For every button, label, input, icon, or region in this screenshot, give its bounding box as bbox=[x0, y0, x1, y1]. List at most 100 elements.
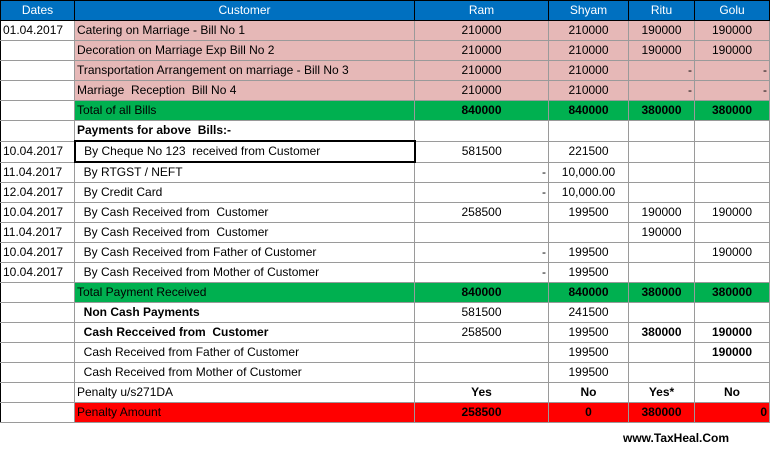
cell-date[interactable]: 11.04.2017 bbox=[0, 222, 75, 243]
header-ritu[interactable]: Ritu bbox=[628, 0, 695, 21]
cell-date[interactable]: 10.04.2017 bbox=[0, 140, 75, 163]
cell-ritu[interactable] bbox=[628, 302, 695, 323]
cell-golu[interactable]: 0 bbox=[694, 402, 770, 423]
header-customer[interactable]: Customer bbox=[74, 0, 415, 21]
cell-date[interactable] bbox=[0, 382, 75, 403]
cell-date[interactable] bbox=[0, 40, 75, 61]
cell-ritu[interactable]: Yes* bbox=[628, 382, 695, 403]
cell-shyam[interactable]: 210000 bbox=[548, 60, 629, 81]
cell-shyam[interactable]: 199500 bbox=[548, 262, 629, 283]
cell-shyam[interactable]: 0 bbox=[548, 402, 629, 423]
cell-shyam[interactable]: 10,000.00 bbox=[548, 161, 629, 183]
cell-customer[interactable]: Payments for above Bills:- bbox=[74, 120, 415, 142]
cell-date[interactable] bbox=[0, 100, 75, 121]
cell-golu[interactable]: 190000 bbox=[694, 342, 770, 363]
cell-ritu[interactable] bbox=[628, 140, 695, 163]
cell-customer[interactable]: By Cash Received from Mother of Customer bbox=[74, 262, 415, 283]
cell-ram[interactable]: 258500 bbox=[414, 202, 549, 223]
cell-ram[interactable]: 258500 bbox=[414, 322, 549, 343]
cell-date[interactable]: 10.04.2017 bbox=[0, 242, 75, 263]
cell-shyam[interactable] bbox=[548, 222, 629, 243]
cell-shyam[interactable]: No bbox=[548, 382, 629, 403]
cell-date[interactable]: 11.04.2017 bbox=[0, 161, 75, 183]
cell-ritu[interactable] bbox=[628, 120, 695, 142]
cell-golu[interactable] bbox=[694, 140, 770, 163]
cell-golu[interactable]: 190000 bbox=[694, 20, 770, 41]
cell-golu[interactable] bbox=[694, 362, 770, 383]
cell-customer[interactable]: Penalty Amount bbox=[74, 402, 415, 423]
cell-date[interactable]: 10.04.2017 bbox=[0, 262, 75, 283]
cell-date[interactable] bbox=[0, 402, 75, 423]
cell-customer[interactable]: By Cash Received from Father of Customer bbox=[74, 242, 415, 263]
cell-ritu[interactable] bbox=[628, 182, 695, 203]
cell-ram[interactable]: - bbox=[414, 161, 549, 183]
cell-date[interactable] bbox=[0, 342, 75, 363]
cell-ritu[interactable] bbox=[628, 262, 695, 283]
cell-customer[interactable]: Non Cash Payments bbox=[74, 302, 415, 323]
cell-shyam[interactable]: 10,000.00 bbox=[548, 182, 629, 203]
cell-ram[interactable] bbox=[414, 120, 549, 142]
cell-ram[interactable]: 210000 bbox=[414, 20, 549, 41]
cell-customer[interactable]: Catering on Marriage - Bill No 1 bbox=[74, 20, 415, 41]
header-golu[interactable]: Golu bbox=[694, 0, 770, 21]
cell-customer[interactable]: Marriage Reception Bill No 4 bbox=[74, 80, 415, 101]
cell-ritu[interactable]: 380000 bbox=[628, 100, 695, 121]
cell-ritu[interactable] bbox=[628, 242, 695, 263]
cell-customer[interactable]: By Cash Received from Customer bbox=[74, 222, 415, 243]
cell-shyam[interactable]: 199500 bbox=[548, 342, 629, 363]
cell-ram[interactable]: 840000 bbox=[414, 100, 549, 121]
cell-shyam[interactable]: 210000 bbox=[548, 40, 629, 61]
cell-ram[interactable]: 210000 bbox=[414, 80, 549, 101]
cell-shyam[interactable]: 221500 bbox=[548, 140, 629, 163]
cell-golu[interactable]: 190000 bbox=[694, 322, 770, 343]
cell-customer[interactable]: Cash Received from Father of Customer bbox=[74, 342, 415, 363]
cell-golu[interactable]: 380000 bbox=[694, 100, 770, 121]
cell-ritu[interactable]: 190000 bbox=[628, 20, 695, 41]
cell-golu[interactable] bbox=[694, 222, 770, 243]
cell-ram[interactable]: 210000 bbox=[414, 40, 549, 61]
cell-golu[interactable] bbox=[694, 120, 770, 142]
cell-ritu[interactable]: - bbox=[628, 60, 695, 81]
header-dates[interactable]: Dates bbox=[0, 0, 75, 21]
cell-date[interactable]: 10.04.2017 bbox=[0, 202, 75, 223]
cell-date[interactable] bbox=[0, 302, 75, 323]
cell-date[interactable] bbox=[0, 60, 75, 81]
cell-shyam[interactable]: 199500 bbox=[548, 202, 629, 223]
cell-ritu[interactable]: 190000 bbox=[628, 202, 695, 223]
cell-date[interactable] bbox=[0, 322, 75, 343]
header-shyam[interactable]: Shyam bbox=[548, 0, 629, 21]
cell-ritu[interactable] bbox=[628, 362, 695, 383]
cell-ram[interactable]: 258500 bbox=[414, 402, 549, 423]
cell-golu[interactable]: 190000 bbox=[694, 40, 770, 61]
cell-ram[interactable]: 581500 bbox=[414, 140, 549, 163]
cell-golu[interactable] bbox=[694, 262, 770, 283]
cell-customer[interactable]: Cash Recceived from Customer bbox=[74, 322, 415, 343]
cell-shyam[interactable] bbox=[548, 120, 629, 142]
cell-ram[interactable] bbox=[414, 342, 549, 363]
cell-ram[interactable]: Yes bbox=[414, 382, 549, 403]
cell-ritu[interactable]: 380000 bbox=[628, 282, 695, 303]
cell-customer[interactable]: Total Payment Received bbox=[74, 282, 415, 303]
cell-shyam[interactable]: 241500 bbox=[548, 302, 629, 323]
cell-date[interactable] bbox=[0, 362, 75, 383]
cell-golu[interactable]: 380000 bbox=[694, 282, 770, 303]
cell-customer[interactable]: Penalty u/s271DA bbox=[74, 382, 415, 403]
cell-shyam[interactable]: 840000 bbox=[548, 282, 629, 303]
cell-shyam[interactable]: 840000 bbox=[548, 100, 629, 121]
cell-ram[interactable]: 581500 bbox=[414, 302, 549, 323]
cell-golu[interactable]: - bbox=[694, 60, 770, 81]
cell-shyam[interactable]: 210000 bbox=[548, 20, 629, 41]
cell-ram[interactable]: - bbox=[414, 182, 549, 203]
cell-customer[interactable]: By Cheque No 123 received from Customer bbox=[73, 140, 416, 163]
cell-customer[interactable]: Total of all Bills bbox=[74, 100, 415, 121]
cell-golu[interactable]: - bbox=[694, 80, 770, 101]
cell-ritu[interactable]: 190000 bbox=[628, 40, 695, 61]
cell-golu[interactable]: 190000 bbox=[694, 242, 770, 263]
cell-date[interactable] bbox=[0, 120, 75, 142]
cell-date[interactable]: 01.04.2017 bbox=[0, 20, 75, 41]
cell-shyam[interactable]: 210000 bbox=[548, 80, 629, 101]
cell-ritu[interactable]: 380000 bbox=[628, 322, 695, 343]
cell-date[interactable] bbox=[0, 282, 75, 303]
cell-shyam[interactable]: 199500 bbox=[548, 242, 629, 263]
cell-ram[interactable]: 840000 bbox=[414, 282, 549, 303]
